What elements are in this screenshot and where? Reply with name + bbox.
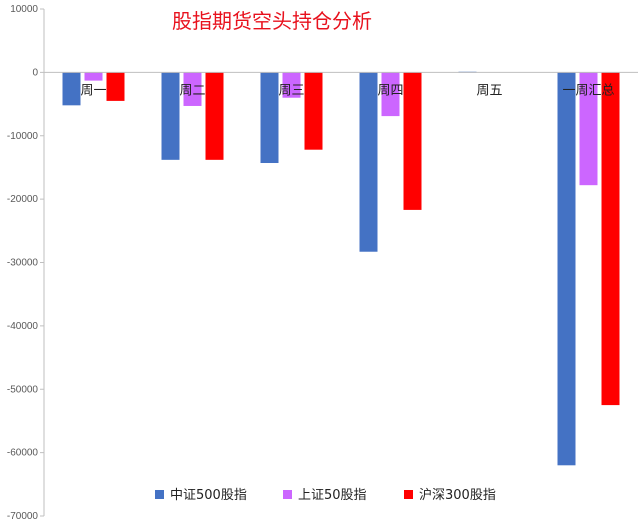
- y-tick-label: -70000: [7, 511, 39, 519]
- legend-label: 中证500股指: [170, 488, 247, 503]
- bar: [381, 72, 400, 117]
- legend-swatch: [155, 490, 164, 499]
- y-axis: 10000 0 -10000 -20000 -30000 -40000 -50000 -600…: [7, 4, 45, 519]
- category-label: 周二: [179, 83, 205, 98]
- bar: [161, 72, 180, 160]
- bar: [62, 72, 81, 106]
- bar: [84, 72, 103, 81]
- category-label: 周五: [476, 83, 502, 98]
- y-tick-label: -40000: [7, 321, 39, 332]
- bar: [183, 72, 202, 106]
- y-tick-label: -60000: [7, 448, 39, 459]
- y-tick-label: -30000: [7, 258, 39, 269]
- legend: 中证500股指 上证50股指 沪深300股指: [155, 487, 496, 503]
- bar: [282, 72, 301, 98]
- y-tick-label: -10000: [7, 131, 39, 142]
- category-labels: 周一 周二 周三 周四 周五 一周汇总: [80, 83, 614, 98]
- category-label: 一周汇总: [562, 83, 614, 98]
- bar: [205, 72, 224, 160]
- y-tick-label: -50000: [7, 384, 39, 395]
- chart-title: 股指期货空头持仓分析: [172, 9, 372, 33]
- category-label: 周一: [80, 83, 106, 98]
- category-label: 周三: [278, 83, 304, 98]
- legend-label: 沪深300股指: [419, 487, 496, 503]
- category-label: 周四: [377, 83, 403, 98]
- legend-swatch: [404, 490, 413, 499]
- bar: [601, 72, 620, 406]
- bar: [304, 72, 323, 150]
- bar: [403, 72, 422, 210]
- y-tick-label: -20000: [7, 194, 39, 205]
- bar: [260, 72, 279, 164]
- bar: [359, 72, 378, 252]
- bar: [557, 72, 576, 466]
- legend-swatch: [283, 490, 292, 499]
- bar: [579, 72, 598, 186]
- legend-label: 上证50股指: [298, 488, 367, 503]
- bars: [44, 71, 638, 466]
- y-tick-label: 10000: [10, 4, 38, 15]
- bar: [106, 72, 125, 101]
- y-tick-label: 0: [32, 67, 38, 78]
